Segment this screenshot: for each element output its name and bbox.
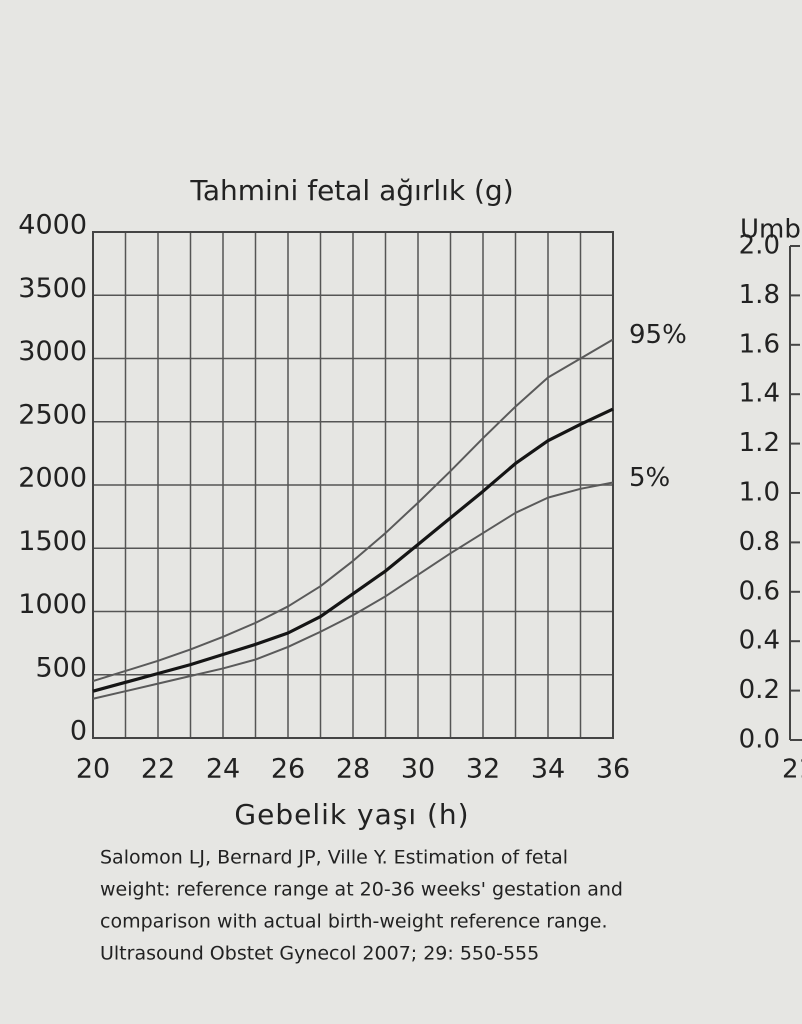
y-tick-label: 2000 xyxy=(18,463,87,494)
x-axis-label: Gebelik yaşı (h) xyxy=(234,798,469,831)
plot-frame xyxy=(92,231,614,739)
y-tick-label: 0 xyxy=(70,716,87,747)
y-tick-label: 3500 xyxy=(18,273,87,304)
series-line xyxy=(92,338,614,683)
x-tick-label: 32 xyxy=(466,754,500,785)
y-tick-label: 0.4 xyxy=(739,626,780,656)
y-tick-label: 2500 xyxy=(18,399,87,430)
x-tick-label: 21 xyxy=(782,755,802,785)
source-text: Salomon LJ, Bernard JP, Ville Y. Estimat… xyxy=(100,847,568,869)
y-tick-label: 0.8 xyxy=(739,527,780,557)
series-line xyxy=(92,481,614,700)
source-text: weight: reference range at 20-36 weeks' … xyxy=(100,879,623,901)
x-tick-label: 24 xyxy=(206,754,240,785)
y-tick-label: 2.0 xyxy=(739,231,780,261)
y-tick-label: 1.2 xyxy=(739,428,780,458)
x-tick-label: 26 xyxy=(271,754,305,785)
source-text: Ultrasound Obstet Gynecol 2007; 29: 550-… xyxy=(100,943,539,965)
x-tick-label: 34 xyxy=(531,754,565,785)
y-tick-label: 3000 xyxy=(18,336,87,367)
x-tick-label: 22 xyxy=(141,754,175,785)
source-text: comparison with actual birth-weight refe… xyxy=(100,911,608,933)
y-tick-label: 1000 xyxy=(18,589,87,620)
series-line xyxy=(92,407,614,693)
y-tick-label: 1500 xyxy=(18,526,87,557)
y-tick-label: 4000 xyxy=(18,210,87,241)
y-tick-label: 1.6 xyxy=(739,329,780,359)
y-tick-label: 1.8 xyxy=(739,280,780,310)
y-tick-label: 500 xyxy=(35,652,87,683)
x-tick-label: 30 xyxy=(401,754,435,785)
chart-title: Umb xyxy=(740,215,801,245)
y-tick-label: 0.0 xyxy=(739,725,780,755)
x-tick-label: 28 xyxy=(336,754,370,785)
y-tick-label: 1.0 xyxy=(739,478,780,508)
series-label: 5% xyxy=(629,463,670,493)
y-tick-label: 0.2 xyxy=(739,675,780,705)
chart-title: Tahmini fetal ağırlık (g) xyxy=(189,174,513,207)
y-tick-label: 0.6 xyxy=(739,576,780,606)
x-tick-label: 20 xyxy=(76,754,110,785)
series-label: 95% xyxy=(629,320,687,350)
y-tick-label: 1.4 xyxy=(739,379,780,409)
x-tick-label: 36 xyxy=(596,754,630,785)
